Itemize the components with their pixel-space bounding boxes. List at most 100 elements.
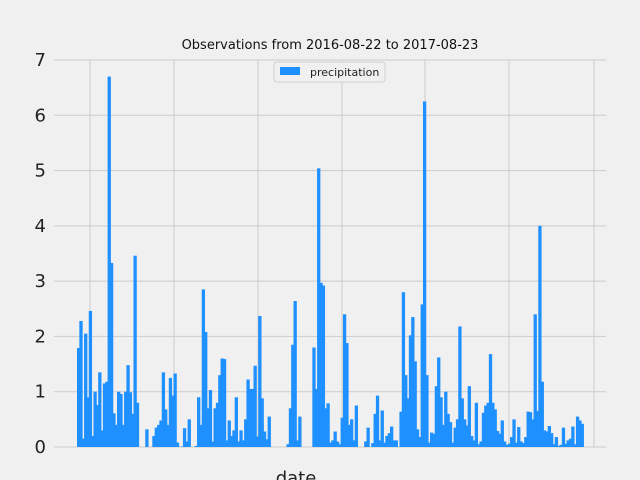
bar xyxy=(531,419,535,447)
bar xyxy=(444,391,448,447)
bar xyxy=(107,76,111,447)
bar xyxy=(91,435,95,447)
bar xyxy=(133,255,137,447)
bar xyxy=(88,311,93,447)
bar xyxy=(119,393,123,447)
bar xyxy=(552,444,556,447)
bar xyxy=(298,416,302,447)
bar xyxy=(533,314,537,447)
bar xyxy=(79,320,83,447)
bar xyxy=(295,440,300,447)
bar xyxy=(460,398,464,447)
bar xyxy=(335,441,340,447)
bar xyxy=(528,412,533,447)
bar xyxy=(131,413,135,447)
bar xyxy=(227,420,231,447)
y-tick-label: 4 xyxy=(35,216,46,237)
bar xyxy=(432,433,436,447)
bar xyxy=(415,429,420,447)
bar xyxy=(366,427,370,447)
bar xyxy=(502,441,507,447)
bar xyxy=(495,430,500,447)
bar xyxy=(505,444,509,447)
bar xyxy=(197,397,201,447)
bar xyxy=(526,411,530,447)
bar xyxy=(220,358,224,447)
bar xyxy=(105,381,109,447)
bar xyxy=(352,440,356,447)
bar xyxy=(413,361,417,447)
bar xyxy=(404,375,408,447)
bar xyxy=(171,395,175,447)
bar xyxy=(371,443,375,447)
bar xyxy=(345,343,349,447)
bar xyxy=(81,438,85,447)
bar xyxy=(168,377,173,447)
bar xyxy=(354,405,358,447)
bar xyxy=(255,436,260,447)
bar xyxy=(117,391,121,447)
bar xyxy=(512,419,516,447)
bar xyxy=(446,413,450,447)
legend-swatch-precipitation xyxy=(280,67,300,75)
bar xyxy=(484,405,488,447)
bar xyxy=(521,443,526,447)
y-tick-label: 0 xyxy=(35,437,46,458)
bar xyxy=(114,424,118,447)
bar xyxy=(382,442,387,447)
bar xyxy=(173,373,177,447)
bar xyxy=(215,402,220,447)
bar xyxy=(206,408,210,447)
bar xyxy=(244,419,248,447)
bar xyxy=(121,424,126,447)
bar xyxy=(234,397,238,447)
bar-series-precipitation xyxy=(77,76,584,448)
y-tick-label: 2 xyxy=(35,326,46,347)
bar xyxy=(314,388,318,447)
bar xyxy=(157,424,161,447)
bar xyxy=(154,427,158,447)
bar xyxy=(265,439,269,447)
bar xyxy=(430,432,434,447)
bar xyxy=(510,437,514,447)
bar xyxy=(401,292,406,447)
bar xyxy=(248,388,253,447)
bar xyxy=(164,409,168,447)
bar xyxy=(135,402,140,447)
bar xyxy=(441,424,446,447)
legend-label-precipitation: precipitation xyxy=(310,66,379,79)
bar xyxy=(399,411,403,447)
bar xyxy=(540,381,544,447)
bar xyxy=(293,301,297,447)
bar xyxy=(340,417,344,447)
bar xyxy=(161,372,166,447)
bar xyxy=(491,402,495,447)
bar xyxy=(241,440,246,447)
bar xyxy=(519,441,523,447)
bar xyxy=(462,419,467,447)
bar xyxy=(535,411,540,447)
bar xyxy=(312,347,316,447)
bar xyxy=(392,440,396,447)
bar xyxy=(350,419,354,447)
bar xyxy=(477,444,481,447)
bar xyxy=(493,409,497,447)
grid xyxy=(54,59,606,448)
bar xyxy=(175,442,180,447)
bar xyxy=(411,317,415,447)
bar xyxy=(406,398,410,447)
bar xyxy=(479,441,483,447)
bar xyxy=(418,437,422,447)
bar xyxy=(262,431,267,447)
bar xyxy=(498,433,502,447)
bar xyxy=(98,372,102,447)
bar xyxy=(246,379,250,447)
bar xyxy=(474,402,479,447)
bar xyxy=(373,413,377,447)
bar xyxy=(267,416,271,447)
bar xyxy=(126,365,130,447)
bar xyxy=(93,391,97,447)
bar xyxy=(580,423,584,447)
bar xyxy=(211,441,215,447)
